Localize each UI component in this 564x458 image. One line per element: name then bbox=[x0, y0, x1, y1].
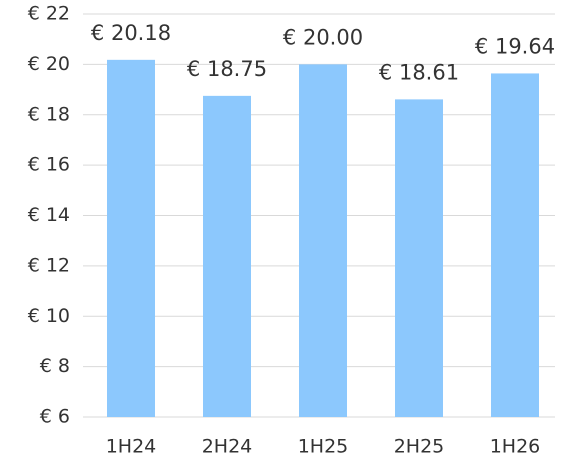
y-tick-label: € 8 bbox=[40, 355, 70, 377]
bar bbox=[299, 64, 347, 417]
y-tick-label: € 12 bbox=[28, 254, 70, 276]
x-tick-label: 2H25 bbox=[394, 436, 445, 458]
x-tick-label: 2H24 bbox=[202, 436, 253, 458]
bar bbox=[491, 73, 539, 417]
y-tick-label: € 16 bbox=[28, 154, 70, 176]
value-label: € 20.18 bbox=[91, 21, 171, 45]
x-tick-label: 1H25 bbox=[298, 436, 349, 458]
value-label: € 19.64 bbox=[475, 34, 555, 58]
value-label: € 20.00 bbox=[283, 25, 363, 49]
value-label: € 18.75 bbox=[187, 57, 267, 81]
x-tick-label: 1H26 bbox=[490, 436, 541, 458]
bar bbox=[107, 59, 155, 418]
bar bbox=[395, 99, 443, 418]
y-tick-label: € 6 bbox=[40, 406, 70, 428]
bar bbox=[203, 95, 251, 417]
y-tick-label: € 10 bbox=[28, 305, 70, 327]
y-tick-label: € 20 bbox=[28, 53, 70, 75]
y-tick-label: € 18 bbox=[28, 103, 70, 125]
y-tick-label: € 22 bbox=[28, 3, 70, 25]
value-label: € 18.61 bbox=[379, 60, 459, 84]
x-tick-label: 1H24 bbox=[106, 436, 157, 458]
y-tick-label: € 14 bbox=[28, 204, 70, 226]
